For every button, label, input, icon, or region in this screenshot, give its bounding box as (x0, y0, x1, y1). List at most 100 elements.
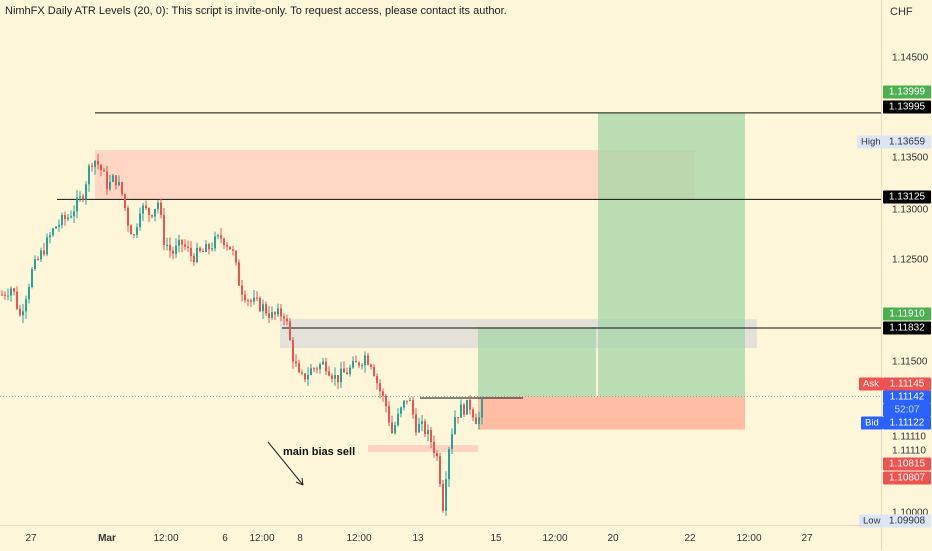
chart-area[interactable]: NimhFX Daily ATR Levels (20, 0): This sc… (0, 0, 881, 525)
candle-body (376, 375, 378, 384)
candle-body (337, 375, 339, 383)
high-label: High (857, 135, 885, 149)
candle-body (145, 205, 147, 209)
candle-body (388, 406, 390, 423)
candle-body (169, 244, 171, 251)
candle-body (127, 208, 129, 226)
candle-body (85, 184, 87, 200)
candle-body (181, 239, 183, 245)
candle-body (148, 208, 150, 216)
candle-body (409, 400, 411, 402)
candle-body (7, 295, 9, 297)
candle-body (61, 215, 63, 225)
candle-body (454, 417, 456, 435)
candle-body (229, 246, 231, 250)
candle-body (64, 215, 66, 220)
candle-body (121, 182, 123, 195)
candle-body (370, 364, 372, 367)
candle-body (238, 262, 240, 286)
candle-body (316, 368, 318, 370)
candle-body (94, 160, 96, 167)
ask-price-tag: 1.11145 (883, 377, 931, 391)
candle-body (319, 364, 321, 370)
candle-body (244, 294, 246, 301)
candle-body (106, 171, 108, 190)
candle-body (481, 399, 483, 418)
candle-body (277, 308, 279, 315)
price-tick: 1.11110 (892, 431, 926, 443)
candle-body (88, 165, 90, 185)
candle-body (82, 196, 84, 200)
bid-price-tag: 1.11122 (883, 416, 931, 430)
candle-body (199, 247, 201, 252)
zone-support (368, 445, 478, 452)
bid-label: Bid (861, 416, 883, 430)
candle-body (280, 308, 282, 317)
candle-body (247, 300, 249, 302)
time-tick: 12:00 (249, 533, 275, 544)
candle-body (34, 258, 36, 270)
candle-body (382, 391, 384, 396)
candle-body (31, 269, 33, 287)
candle-body (46, 237, 48, 255)
candle-body (235, 250, 237, 263)
candle-body (178, 239, 180, 246)
time-tick: 12:00 (736, 533, 762, 544)
candle-body (196, 247, 198, 263)
candle-body (124, 194, 126, 209)
candle-body (253, 297, 255, 302)
axis-currency: CHF (890, 6, 913, 18)
bias-arrow (267, 441, 304, 486)
candle-body (358, 362, 360, 366)
price-chart[interactable] (0, 0, 881, 525)
candle-body (91, 165, 93, 167)
bias-arrow-head (295, 477, 304, 486)
candle-body (100, 164, 102, 170)
candle-body (391, 422, 393, 434)
level-price-tag: 1.13125 (883, 190, 931, 204)
ask-label: Ask (859, 377, 883, 391)
candle-body (307, 375, 309, 380)
candle-body (373, 366, 375, 376)
price-tick: 1.12500 (892, 254, 929, 266)
bias-annotation[interactable]: main bias sell (283, 446, 356, 458)
candle-body (268, 313, 270, 318)
candle-body (367, 355, 369, 365)
candle-body (430, 429, 432, 442)
candle-body (133, 234, 135, 236)
candle-body (433, 441, 435, 454)
candle-body (301, 372, 303, 374)
time-tick: 12:00 (346, 533, 372, 544)
countdown-tag: 52:07 (883, 403, 931, 417)
candle-body (76, 197, 78, 212)
price-axis[interactable]: CHF 1.14500 1.13999 1.13995 1.13659 1.13… (881, 0, 932, 550)
candle-body (283, 316, 285, 319)
candle-body (475, 417, 477, 425)
candle-body (40, 250, 42, 260)
candle-body (349, 367, 351, 375)
zone-long-target-near (478, 327, 596, 397)
candle-body (67, 217, 69, 220)
target-price-tag: 1.11910 (883, 307, 931, 321)
candle-body (73, 211, 75, 217)
candle-body (439, 456, 441, 484)
candle-body (343, 368, 345, 373)
candle-body (193, 256, 195, 263)
candle-body (256, 297, 258, 299)
candle-body (157, 202, 159, 210)
candle-body (226, 245, 228, 247)
time-tick: 13 (412, 533, 424, 544)
candle-body (265, 304, 267, 314)
candle-body (205, 244, 207, 252)
candle-body (172, 250, 174, 254)
candle-body (220, 235, 222, 239)
candle-body (241, 285, 243, 295)
time-axis[interactable]: 27 Mar 12:00 6 12:00 8 12:00 13 15 12:00… (0, 525, 881, 551)
candle-body (427, 429, 429, 435)
candle-body (355, 361, 357, 363)
candle-body (304, 373, 306, 380)
candle-body (466, 399, 468, 415)
candle-body (421, 421, 423, 424)
candle-body (190, 247, 192, 257)
target-price-tag: 1.13999 (883, 85, 931, 99)
